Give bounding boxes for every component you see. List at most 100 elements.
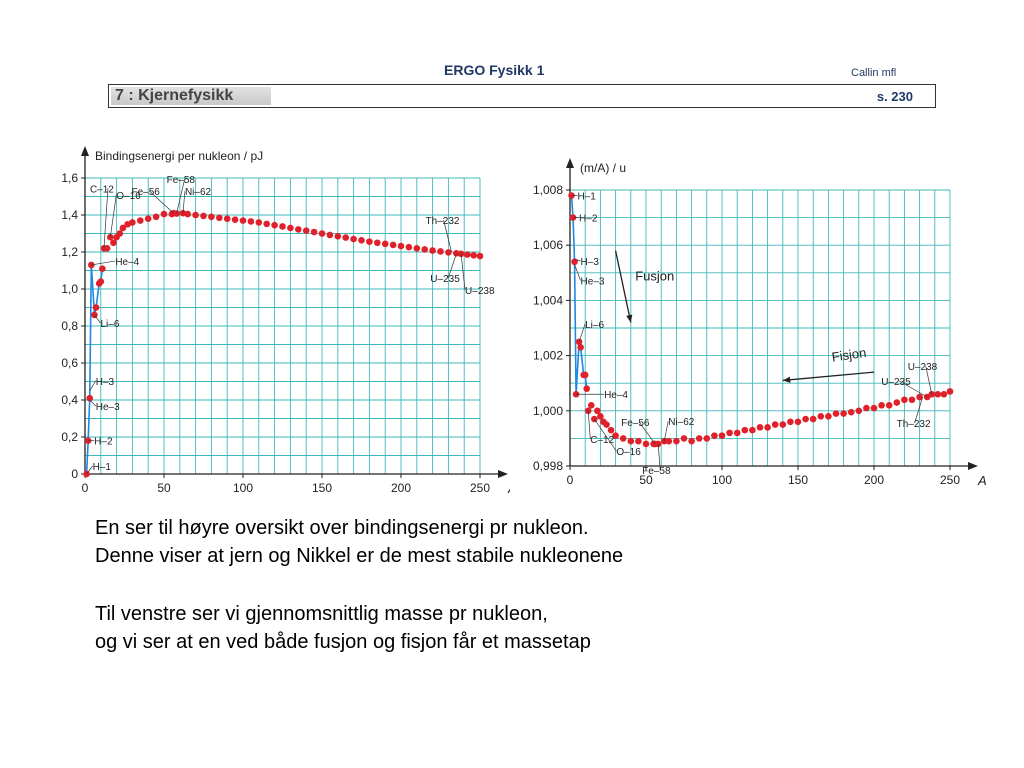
data-point: [607, 426, 615, 434]
data-point: [571, 258, 578, 266]
data-point: [916, 393, 923, 401]
data-point: [152, 213, 160, 221]
data-point: [374, 239, 381, 247]
x-axis-arrow: [498, 470, 508, 478]
data-point: [934, 390, 942, 398]
data-point: [940, 390, 948, 398]
data-point: [334, 232, 342, 240]
data-point: [342, 234, 350, 241]
y-tick-label: 1,2: [61, 245, 78, 259]
annotation-label: Ni–62: [185, 187, 212, 198]
data-point: [771, 421, 779, 428]
y-tick-label: 1,6: [61, 171, 78, 185]
data-point: [239, 217, 247, 224]
annotation-leader: [657, 443, 661, 470]
x-axis-arrow: [968, 462, 978, 470]
process-label: Fusjon: [635, 269, 674, 284]
data-point: [99, 265, 106, 272]
annotation-label: Th–232: [426, 216, 460, 227]
data-point: [116, 230, 124, 237]
annotation-label: U–235: [881, 377, 911, 388]
data-point: [901, 396, 908, 404]
data-point: [726, 429, 733, 437]
annotation-leader: [914, 396, 923, 424]
annotation-label: O–16: [616, 447, 641, 458]
annotation-leader: [460, 253, 466, 290]
data-point: [594, 407, 601, 415]
process-arrow: [782, 371, 875, 382]
data-point: [223, 215, 231, 222]
data-point: [840, 410, 847, 417]
data-point: [184, 210, 191, 218]
annotation-label: Fe–56: [621, 418, 650, 429]
annotation-leader: [663, 421, 669, 442]
data-point: [627, 437, 635, 445]
data-point: [577, 344, 584, 351]
annotation-leader: [94, 314, 101, 324]
annotation-leader: [91, 260, 116, 266]
annotation-label: H–3: [581, 257, 600, 268]
data-point: [389, 241, 397, 249]
annotation-leader: [89, 399, 96, 407]
annotation-label: He–4: [604, 390, 628, 401]
y-tick-label: 1,0: [61, 282, 78, 296]
data-point: [575, 338, 583, 346]
data-point: [809, 415, 817, 423]
caption-line-2: Denne viser at jern og Nikkel er de mest…: [95, 545, 624, 567]
data-point: [802, 415, 809, 423]
annotation-label: C–12: [590, 435, 614, 446]
data-point: [421, 246, 429, 253]
data-point: [688, 437, 695, 445]
x-axis-label: A: [507, 481, 510, 496]
process-arrowhead: [626, 314, 633, 323]
annotation-label: Th–232: [897, 419, 931, 430]
annotation-label: He–3: [581, 277, 605, 288]
annotation-leader: [587, 410, 591, 439]
y-tick-label: 1,004: [533, 293, 563, 307]
data-point: [733, 429, 741, 437]
y-tick-label: 0,998: [533, 459, 563, 473]
data-point: [413, 245, 421, 252]
data-point: [271, 221, 278, 229]
data-point: [86, 394, 94, 402]
data-point: [160, 210, 168, 218]
annotation-label: Li–6: [100, 319, 119, 330]
annotation-label: H–2: [94, 437, 113, 448]
data-point: [584, 407, 592, 415]
data-point: [908, 396, 916, 404]
x-tick-label: 150: [312, 481, 332, 495]
data-point: [144, 215, 152, 222]
data-point: [825, 413, 832, 420]
annotation-label: H–1: [93, 462, 112, 473]
annotation-label: Fe–58: [167, 175, 196, 186]
data-point: [764, 424, 771, 431]
data-point: [464, 251, 471, 258]
data-point: [429, 247, 436, 254]
mass-per-nucleon-chart: 0 50 100 150 200 250 0,998 1,000 1,002 1,004 1,006…: [533, 158, 987, 488]
annotation-label: Fe–56: [131, 187, 160, 198]
y-axis-label: (m/A) / u: [580, 161, 626, 175]
annotation-label: U–235: [430, 274, 460, 285]
data-point: [247, 218, 255, 225]
x-tick-label: 200: [391, 481, 411, 495]
data-point: [381, 240, 389, 248]
y-tick-label: 0,6: [61, 356, 78, 370]
annotation-leader: [899, 380, 928, 398]
data-point: [794, 418, 802, 426]
annotation-leader: [574, 264, 581, 281]
data-point: [137, 217, 144, 224]
annotation-leader: [89, 380, 97, 391]
data-point: [302, 227, 310, 235]
annotation-leader: [638, 421, 656, 445]
y-tick-label: 0,4: [61, 393, 78, 407]
data-point: [318, 230, 326, 237]
data-point: [680, 435, 688, 442]
annotation-label: U–238: [908, 362, 938, 373]
data-point: [587, 401, 595, 409]
x-tick-label: 100: [712, 473, 732, 487]
x-tick-label: 250: [940, 473, 960, 487]
data-point: [92, 304, 100, 311]
data-point: [470, 252, 477, 259]
data-point: [119, 224, 127, 232]
data-point: [476, 252, 484, 260]
